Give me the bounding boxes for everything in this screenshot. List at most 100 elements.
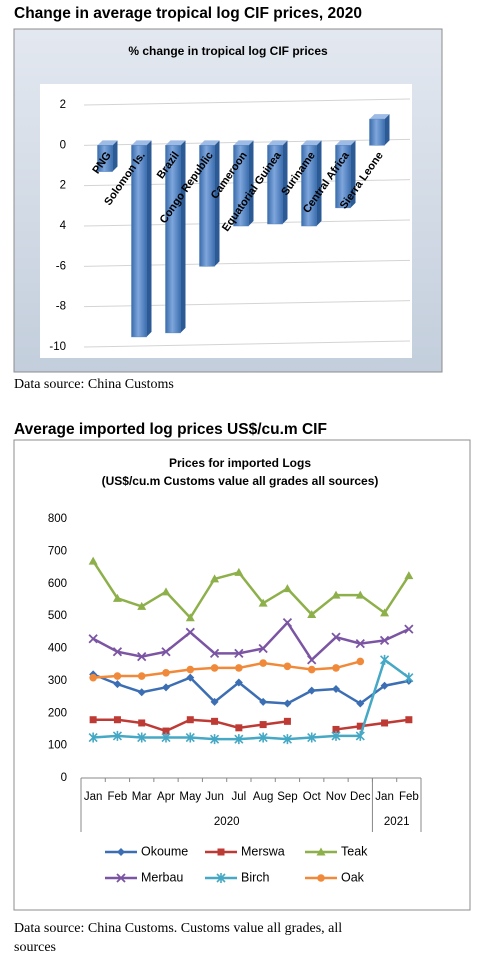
marker bbox=[405, 716, 413, 724]
legend-label: Okoume bbox=[141, 844, 188, 858]
marker bbox=[88, 634, 98, 644]
marker bbox=[356, 657, 365, 666]
bar bbox=[199, 145, 215, 267]
marker bbox=[307, 655, 317, 665]
line bbox=[92, 673, 410, 706]
marker bbox=[88, 732, 98, 743]
legend-label: Teak bbox=[341, 844, 368, 858]
bar-side bbox=[214, 140, 220, 267]
grid-line bbox=[83, 340, 411, 348]
x-tick-label: May bbox=[179, 791, 201, 803]
bar-side bbox=[112, 140, 118, 172]
source: sources bbox=[14, 940, 56, 955]
bar-top bbox=[233, 140, 254, 146]
marker bbox=[217, 848, 225, 856]
x-tick-label: Sep bbox=[277, 791, 297, 803]
marker bbox=[234, 567, 244, 576]
marker bbox=[307, 610, 317, 619]
marker bbox=[331, 730, 341, 741]
grid-line bbox=[83, 98, 411, 106]
bar bbox=[97, 145, 113, 172]
y-tick-label: 100 bbox=[48, 740, 67, 752]
marker bbox=[282, 617, 293, 628]
line bbox=[93, 657, 410, 741]
marker bbox=[137, 651, 147, 662]
marker bbox=[186, 716, 194, 724]
marker bbox=[381, 719, 389, 727]
marker bbox=[234, 648, 244, 658]
bar-top bbox=[301, 140, 322, 146]
marker bbox=[404, 624, 414, 634]
marker bbox=[210, 574, 220, 583]
legend-label: Oak bbox=[341, 870, 365, 884]
x-tick-label: Jul bbox=[232, 791, 247, 803]
marker bbox=[137, 601, 147, 610]
marker bbox=[211, 717, 219, 725]
marker bbox=[332, 664, 340, 672]
marker bbox=[307, 686, 316, 695]
marker bbox=[332, 725, 340, 733]
marker bbox=[234, 678, 243, 687]
marker bbox=[185, 627, 195, 637]
marker bbox=[138, 719, 146, 727]
bar-side bbox=[180, 140, 186, 333]
x-tick-label: Jun bbox=[205, 791, 224, 803]
legend-label: Birch bbox=[241, 870, 270, 884]
marker bbox=[112, 647, 123, 657]
source: Data source: China Customs bbox=[14, 377, 174, 392]
marker bbox=[259, 697, 268, 706]
marker bbox=[282, 584, 292, 593]
bar bbox=[301, 145, 317, 227]
x-tick-label: Feb bbox=[399, 791, 419, 803]
marker bbox=[316, 847, 326, 856]
marker bbox=[235, 664, 243, 672]
marker bbox=[380, 654, 390, 665]
bar-side bbox=[384, 114, 390, 146]
x-tick-label: Oct bbox=[303, 791, 322, 803]
bar-top bbox=[199, 140, 220, 146]
marker bbox=[283, 699, 292, 708]
bar-top bbox=[97, 140, 118, 146]
marker bbox=[186, 673, 195, 682]
marker bbox=[356, 699, 365, 708]
marker bbox=[355, 639, 365, 649]
line bbox=[335, 718, 410, 731]
y-tick-label: 700 bbox=[48, 545, 67, 557]
bar-side bbox=[350, 140, 356, 208]
group-label: 2021 bbox=[384, 816, 410, 828]
y-tick-label: 200 bbox=[48, 707, 67, 719]
y-tick-label: 500 bbox=[48, 610, 67, 622]
marker bbox=[137, 672, 146, 680]
marker bbox=[317, 874, 325, 882]
bar bbox=[267, 145, 283, 225]
marker bbox=[331, 632, 341, 642]
bar-top bbox=[369, 114, 390, 120]
heading: Change in average tropical log CIF price… bbox=[14, 5, 362, 22]
marker bbox=[186, 665, 195, 674]
marker bbox=[161, 587, 171, 596]
marker bbox=[404, 672, 414, 683]
y-tick-label: 300 bbox=[48, 675, 67, 687]
bar bbox=[165, 145, 181, 334]
x-tick-label: Apr bbox=[157, 791, 175, 803]
marker bbox=[113, 672, 122, 680]
y-tick-label: 0 bbox=[60, 139, 66, 151]
marker bbox=[116, 873, 126, 883]
marker bbox=[210, 734, 220, 745]
marker bbox=[355, 730, 365, 741]
marker bbox=[282, 734, 292, 745]
group-label: 2020 bbox=[214, 816, 240, 828]
y-tick-label: 600 bbox=[48, 578, 67, 590]
marker bbox=[137, 732, 147, 743]
marker bbox=[88, 556, 98, 565]
marker bbox=[331, 590, 341, 599]
bar bbox=[131, 145, 147, 338]
bar bbox=[369, 118, 385, 146]
marker bbox=[355, 590, 365, 599]
marker bbox=[216, 873, 226, 883]
marker bbox=[259, 659, 267, 667]
marker bbox=[185, 613, 195, 622]
x-tick-label: Dec bbox=[350, 791, 371, 803]
x-tick-label: Aug bbox=[253, 791, 273, 803]
bar bbox=[233, 145, 249, 227]
